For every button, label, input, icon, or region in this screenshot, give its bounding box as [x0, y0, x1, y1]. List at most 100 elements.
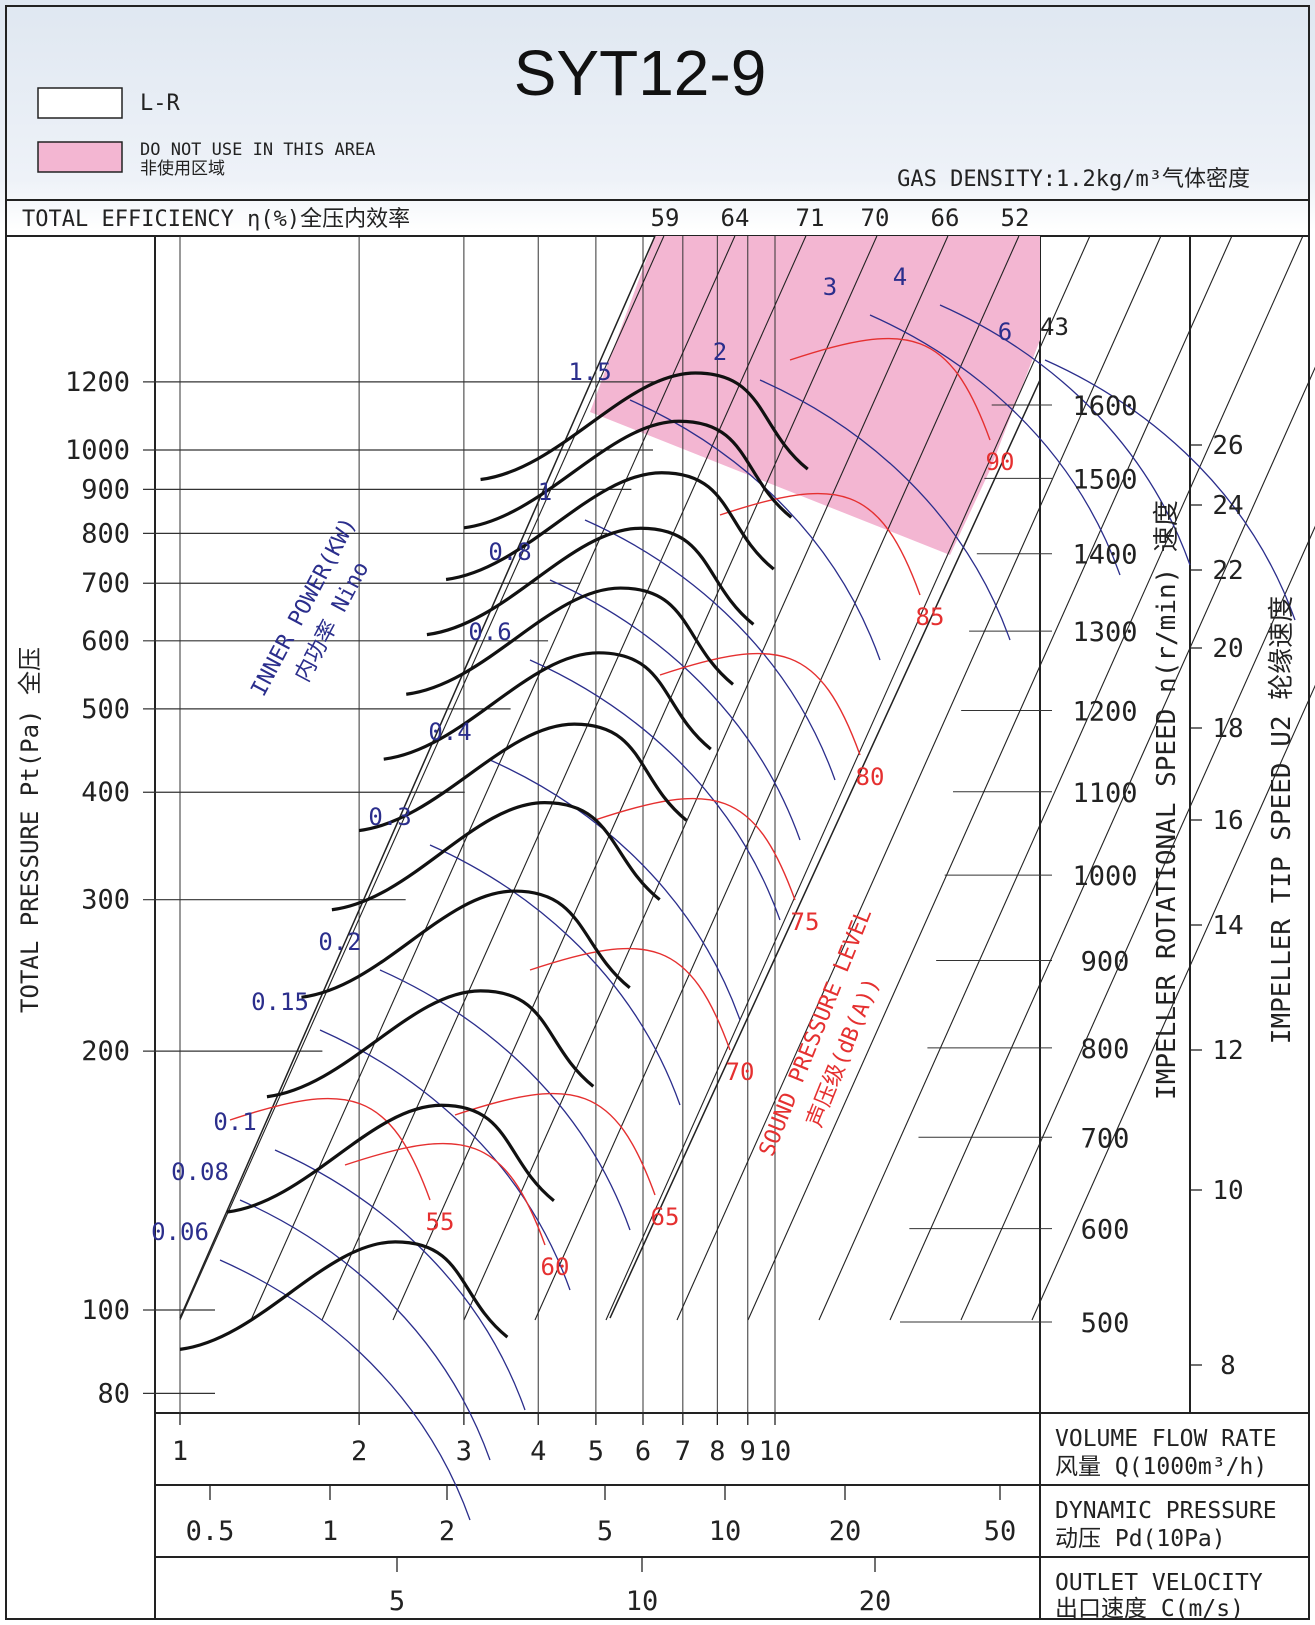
power-value-label: 0.15	[251, 988, 309, 1016]
y-tick-label: 1000	[65, 435, 130, 466]
power-curve	[759, 379, 1011, 641]
efficiency-value: 64	[721, 204, 750, 232]
power-curve	[429, 844, 681, 1106]
dp-tick-label: 2	[439, 1516, 455, 1547]
tip-speed-tick-label: 14	[1212, 911, 1243, 941]
performance-curve	[406, 586, 735, 696]
sound-curve	[454, 1092, 656, 1196]
power-curve	[584, 519, 836, 781]
ov-tick-label: 10	[626, 1586, 659, 1617]
power-value-label: 0.1	[213, 1108, 256, 1136]
efficiency-value: 52	[1001, 204, 1030, 232]
sound-curve	[344, 1142, 546, 1246]
tip-speed-tick-label: 8	[1220, 1351, 1236, 1381]
tip-speed-tick-label: 20	[1212, 634, 1243, 664]
performance-curve	[383, 651, 712, 761]
sound-value-label: 85	[916, 603, 945, 631]
efficiency-value: 66	[931, 204, 960, 232]
power-curve	[219, 1259, 471, 1521]
diagonal-line	[960, 525, 1315, 1321]
diagonal-line	[250, 235, 736, 1321]
ov-tick-label: 20	[859, 1586, 892, 1617]
sound-curve	[719, 492, 921, 596]
diagonal-line	[463, 235, 949, 1321]
y-tick-label: 1200	[65, 367, 130, 398]
flow-axis-label-cn: 风量 Q(1000m³/h)	[1055, 1454, 1267, 1480]
power-value-label: 0.2	[318, 928, 361, 956]
speed-tick-label: 900	[1081, 947, 1130, 978]
legend-swatch	[37, 87, 123, 119]
flow-tick-label: 6	[635, 1436, 651, 1467]
power-value-label: 0.6	[468, 618, 511, 646]
y-tick-label: 700	[81, 568, 130, 599]
y-tick-label: 800	[81, 518, 130, 549]
power-value-label: 3	[823, 273, 837, 301]
power-value-label: 0.4	[428, 718, 471, 746]
speed-tick-label: 1300	[1072, 617, 1137, 648]
tip-speed-tick-label: 24	[1212, 491, 1243, 521]
speed-tick-label: 500	[1081, 1308, 1130, 1339]
efficiency-value: 70	[861, 204, 890, 232]
tip-speed-tick-label: 22	[1212, 556, 1243, 586]
power-curve	[1044, 359, 1296, 621]
dp-tick-label: 10	[709, 1516, 742, 1547]
tip-speed-tick-label: 26	[1212, 431, 1243, 461]
dp-tick-label: 5	[597, 1516, 613, 1547]
diagonal-line	[392, 235, 878, 1321]
performance-curve	[301, 889, 631, 999]
speed-tick-label: 1500	[1072, 464, 1137, 495]
speed-tick-label: 1100	[1072, 778, 1137, 809]
sound-curve	[229, 1097, 431, 1201]
legend-label: DO NOT USE IN THIS AREA	[140, 140, 375, 160]
speed-tick-label: 1400	[1072, 540, 1137, 571]
diagonal-line	[1031, 684, 1315, 1321]
y-tick-label: 80	[97, 1378, 130, 1409]
ov-axis-label-en: OUTLET VELOCITY	[1055, 1570, 1263, 1596]
tip-speed-axis-label: IMPELLER TIP SPEED U2 轮缘速度	[1267, 596, 1297, 1044]
speed-tick-label: 1600	[1072, 391, 1137, 422]
sound-curve	[659, 652, 861, 756]
speed-tick-label: 800	[1081, 1034, 1130, 1065]
power-curve	[529, 659, 781, 921]
sound-curve	[529, 947, 731, 1051]
efficiency-value: 43	[1040, 313, 1069, 341]
speed-axis-label: IMPELLER ROTATIONAL SPEED n(r/min) 速度	[1152, 500, 1182, 1100]
tip-speed-tick-label: 16	[1212, 806, 1243, 836]
sound-value-label: 60	[541, 1253, 570, 1281]
band-right-edge	[609, 379, 1041, 1319]
flow-tick-label: 1	[172, 1436, 188, 1467]
sound-value-label: 90	[986, 448, 1015, 476]
dp-axis-label-en: DYNAMIC PRESSURE	[1055, 1498, 1277, 1524]
flow-tick-label: 7	[675, 1436, 691, 1467]
power-value-label: 1	[538, 478, 552, 506]
y-tick-label: 900	[81, 474, 130, 505]
tip-speed-tick-label: 10	[1212, 1176, 1243, 1206]
performance-curve	[463, 419, 793, 530]
tip-speed-tick-label: 18	[1212, 714, 1243, 744]
dp-tick-label: 0.5	[186, 1516, 235, 1547]
legend-label-cn: 非使用区域	[140, 158, 225, 179]
y-tick-label: 500	[81, 694, 130, 725]
power-value-label: 4	[893, 263, 907, 291]
y-tick-label: 200	[81, 1036, 130, 1067]
dp-tick-label: 1	[322, 1516, 338, 1547]
diagonal-line	[889, 366, 1315, 1321]
sound-value-label: 75	[791, 908, 820, 936]
speed-tick-label: 1200	[1072, 696, 1137, 727]
sound-value-label: 80	[856, 763, 885, 791]
power-value-label: 0.3	[368, 803, 411, 831]
gas-density-label: GAS DENSITY:1.2kg/m³气体密度	[897, 167, 1250, 192]
diagonal-line	[321, 235, 807, 1321]
diagonal-line	[605, 235, 1091, 1321]
flow-tick-label: 5	[588, 1436, 604, 1467]
performance-curve	[445, 471, 775, 582]
dp-axis-label-cn: 动压 Pd(10Pa)	[1055, 1526, 1226, 1552]
power-curve	[629, 399, 881, 661]
ov-tick-label: 5	[389, 1586, 405, 1617]
efficiency-value: 71	[796, 204, 825, 232]
y-tick-label: 100	[81, 1295, 130, 1326]
band-left-edge	[179, 235, 656, 1319]
diagonal-line	[747, 235, 1233, 1321]
